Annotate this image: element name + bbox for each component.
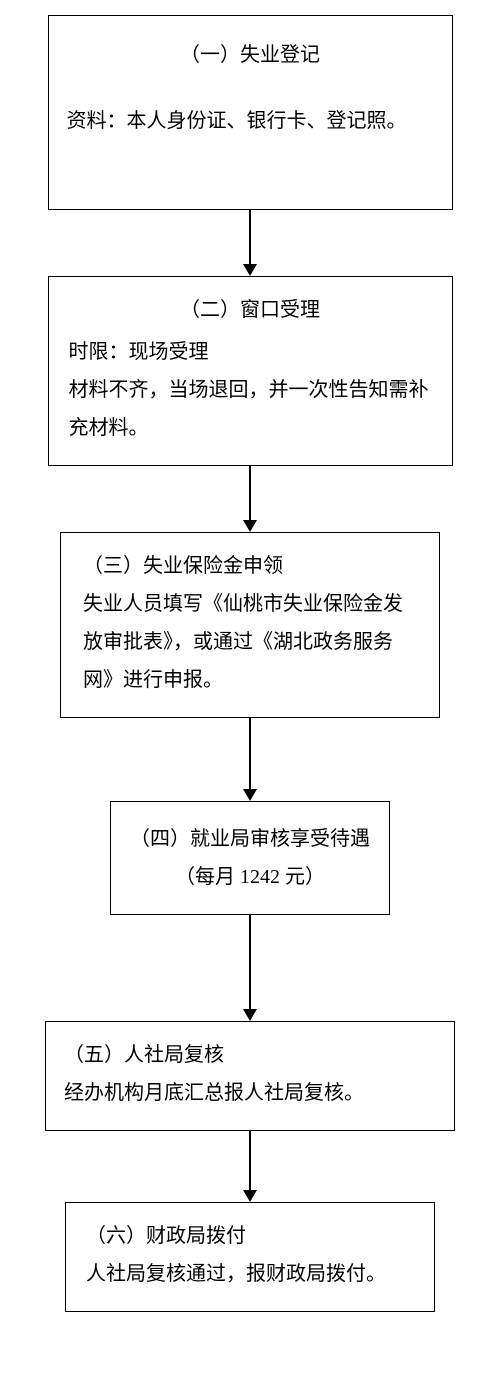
node-body: 资料：本人身份证、银行卡、登记照。 <box>67 102 434 140</box>
flow-node-registration: （一）失业登记 资料：本人身份证、银行卡、登记照。 <box>48 15 453 210</box>
arrow-line <box>249 466 251 521</box>
flow-node-application: （三）失业保险金申领失业人员填写《仙桃市失业保险金发放审批表》，或通过《湖北政务… <box>60 532 440 718</box>
arrow-head-icon <box>243 1190 257 1202</box>
arrow-line <box>249 915 251 1010</box>
flow-node-hr-review: （五）人社局复核经办机构月底汇总报人社局复核。 <box>45 1021 455 1131</box>
flow-node-finance-payment: （六）财政局拨付人社局复核通过，报财政局拨付。 <box>65 1202 435 1312</box>
flow-node-acceptance: （二）窗口受理 时限：现场受理材料不齐，当场退回，并一次性告知需补充材料。 <box>48 276 453 466</box>
flow-arrow <box>243 210 257 276</box>
node-body: （四）就业局审核享受待遇（每月 1242 元） <box>127 820 373 896</box>
arrow-line <box>249 1131 251 1191</box>
node-body: 时限：现场受理材料不齐，当场退回，并一次性告知需补充材料。 <box>69 333 432 447</box>
arrow-head-icon <box>243 789 257 801</box>
arrow-head-icon <box>243 264 257 276</box>
node-title: （一）失业登记 <box>67 36 434 74</box>
node-body: （五）人社局复核经办机构月底汇总报人社局复核。 <box>64 1036 436 1112</box>
flow-arrow <box>243 718 257 801</box>
node-body: （六）财政局拨付人社局复核通过，报财政局拨付。 <box>86 1217 414 1293</box>
flow-arrow <box>243 915 257 1021</box>
flowchart-container: （一）失业登记 资料：本人身份证、银行卡、登记照。 （二）窗口受理 时限：现场受… <box>0 15 500 1312</box>
flow-arrow <box>243 466 257 532</box>
flow-node-employment-review: （四）就业局审核享受待遇（每月 1242 元） <box>110 801 390 915</box>
node-title: （二）窗口受理 <box>69 291 432 329</box>
arrow-line <box>249 718 251 790</box>
arrow-head-icon <box>243 1009 257 1021</box>
flow-arrow <box>243 1131 257 1202</box>
arrow-line <box>249 210 251 265</box>
arrow-head-icon <box>243 520 257 532</box>
node-body: （三）失业保险金申领失业人员填写《仙桃市失业保险金发放审批表》，或通过《湖北政务… <box>83 547 417 699</box>
